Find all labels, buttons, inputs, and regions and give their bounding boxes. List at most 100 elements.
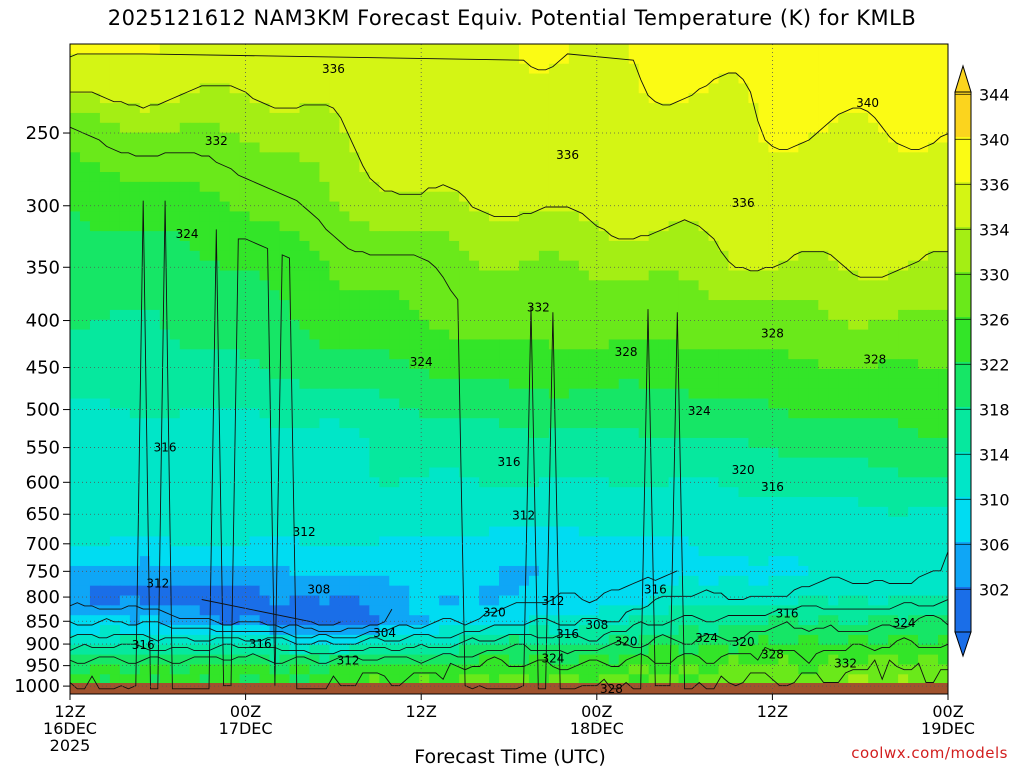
field-cell xyxy=(638,83,650,94)
field-cell xyxy=(339,556,350,567)
field-cell xyxy=(249,585,261,597)
field-cell xyxy=(309,191,321,203)
field-cell xyxy=(349,83,360,94)
field-cell xyxy=(469,418,480,429)
field-cell xyxy=(199,556,211,567)
field-cell xyxy=(778,112,789,124)
field-cell xyxy=(698,388,710,400)
field-cell xyxy=(678,516,690,528)
field-cell xyxy=(149,457,161,469)
field-cell xyxy=(119,556,131,567)
field-cell xyxy=(299,201,311,213)
field-cell xyxy=(888,280,899,291)
field-cell xyxy=(289,487,301,498)
field-cell xyxy=(618,300,630,311)
field-cell xyxy=(898,359,909,370)
field-cell xyxy=(848,556,859,567)
field-cell xyxy=(778,447,789,459)
field-cell xyxy=(818,349,829,360)
field-cell xyxy=(119,122,131,134)
field-cell xyxy=(908,487,919,498)
field-cell xyxy=(578,349,590,360)
field-cell xyxy=(808,388,819,400)
field-cell xyxy=(628,280,640,291)
field-cell xyxy=(558,506,570,518)
field-cell xyxy=(139,408,151,419)
field-cell xyxy=(748,93,760,104)
field-cell xyxy=(169,270,181,281)
field-cell xyxy=(349,418,360,429)
field-cell xyxy=(459,556,470,567)
field-cell xyxy=(389,487,400,498)
field-cell xyxy=(608,221,620,232)
field-cell xyxy=(678,181,690,193)
field-cell xyxy=(628,497,640,508)
field-cell xyxy=(628,339,640,350)
field-cell xyxy=(409,152,420,163)
field-cell xyxy=(209,546,221,557)
field-cell xyxy=(758,359,770,370)
field-cell xyxy=(558,132,570,144)
field-cell xyxy=(648,191,660,203)
field-cell xyxy=(289,112,301,124)
field-cell xyxy=(469,172,480,183)
field-cell xyxy=(848,506,859,518)
field-cell xyxy=(588,526,600,538)
field-cell xyxy=(159,398,171,409)
field-cell xyxy=(598,457,610,469)
field-cell xyxy=(99,329,111,341)
field-cell xyxy=(379,300,390,311)
field-cell xyxy=(109,467,121,478)
field-cell xyxy=(229,398,241,409)
field-cell xyxy=(938,162,948,173)
field-cell xyxy=(638,250,650,262)
field-cell xyxy=(528,428,540,439)
field-cell xyxy=(179,546,191,557)
field-cell xyxy=(389,526,400,538)
field-cell xyxy=(219,300,231,311)
field-cell xyxy=(139,132,151,144)
field-cell xyxy=(778,73,789,84)
field-cell xyxy=(339,437,350,449)
field-cell xyxy=(169,240,181,252)
field-cell xyxy=(169,260,181,272)
field-cell xyxy=(938,73,948,84)
field-cell xyxy=(369,53,380,65)
field-cell xyxy=(279,595,291,606)
field-cell xyxy=(868,152,879,163)
field-cell xyxy=(99,497,111,508)
field-cell xyxy=(798,437,809,449)
field-cell xyxy=(259,319,271,331)
field-cell xyxy=(898,437,909,449)
field-cell xyxy=(638,44,650,55)
field-cell xyxy=(89,428,101,439)
field-cell xyxy=(808,132,819,144)
field-cell xyxy=(149,309,161,321)
field-cell xyxy=(329,585,340,597)
field-cell xyxy=(718,585,730,597)
field-cell xyxy=(159,595,171,606)
field-cell xyxy=(778,378,789,390)
field-cell xyxy=(858,250,869,262)
field-cell xyxy=(139,457,151,469)
field-cell xyxy=(459,221,470,232)
field-cell xyxy=(249,53,261,65)
field-cell xyxy=(169,132,181,144)
field-cell xyxy=(678,260,690,272)
field-cell xyxy=(309,300,321,311)
field-cell xyxy=(628,575,640,587)
field-cell xyxy=(838,575,849,587)
field-cell xyxy=(898,112,909,124)
field-cell xyxy=(528,595,540,606)
field-cell xyxy=(239,309,251,321)
field-cell xyxy=(159,309,171,321)
field-cell xyxy=(928,408,939,419)
field-cell xyxy=(269,506,281,518)
field-cell xyxy=(379,369,390,380)
field-cell xyxy=(259,457,271,469)
field-cell xyxy=(449,595,460,606)
field-cell xyxy=(748,526,760,538)
field-cell xyxy=(459,240,470,252)
field-cell xyxy=(598,53,610,65)
field-cell xyxy=(678,506,690,518)
